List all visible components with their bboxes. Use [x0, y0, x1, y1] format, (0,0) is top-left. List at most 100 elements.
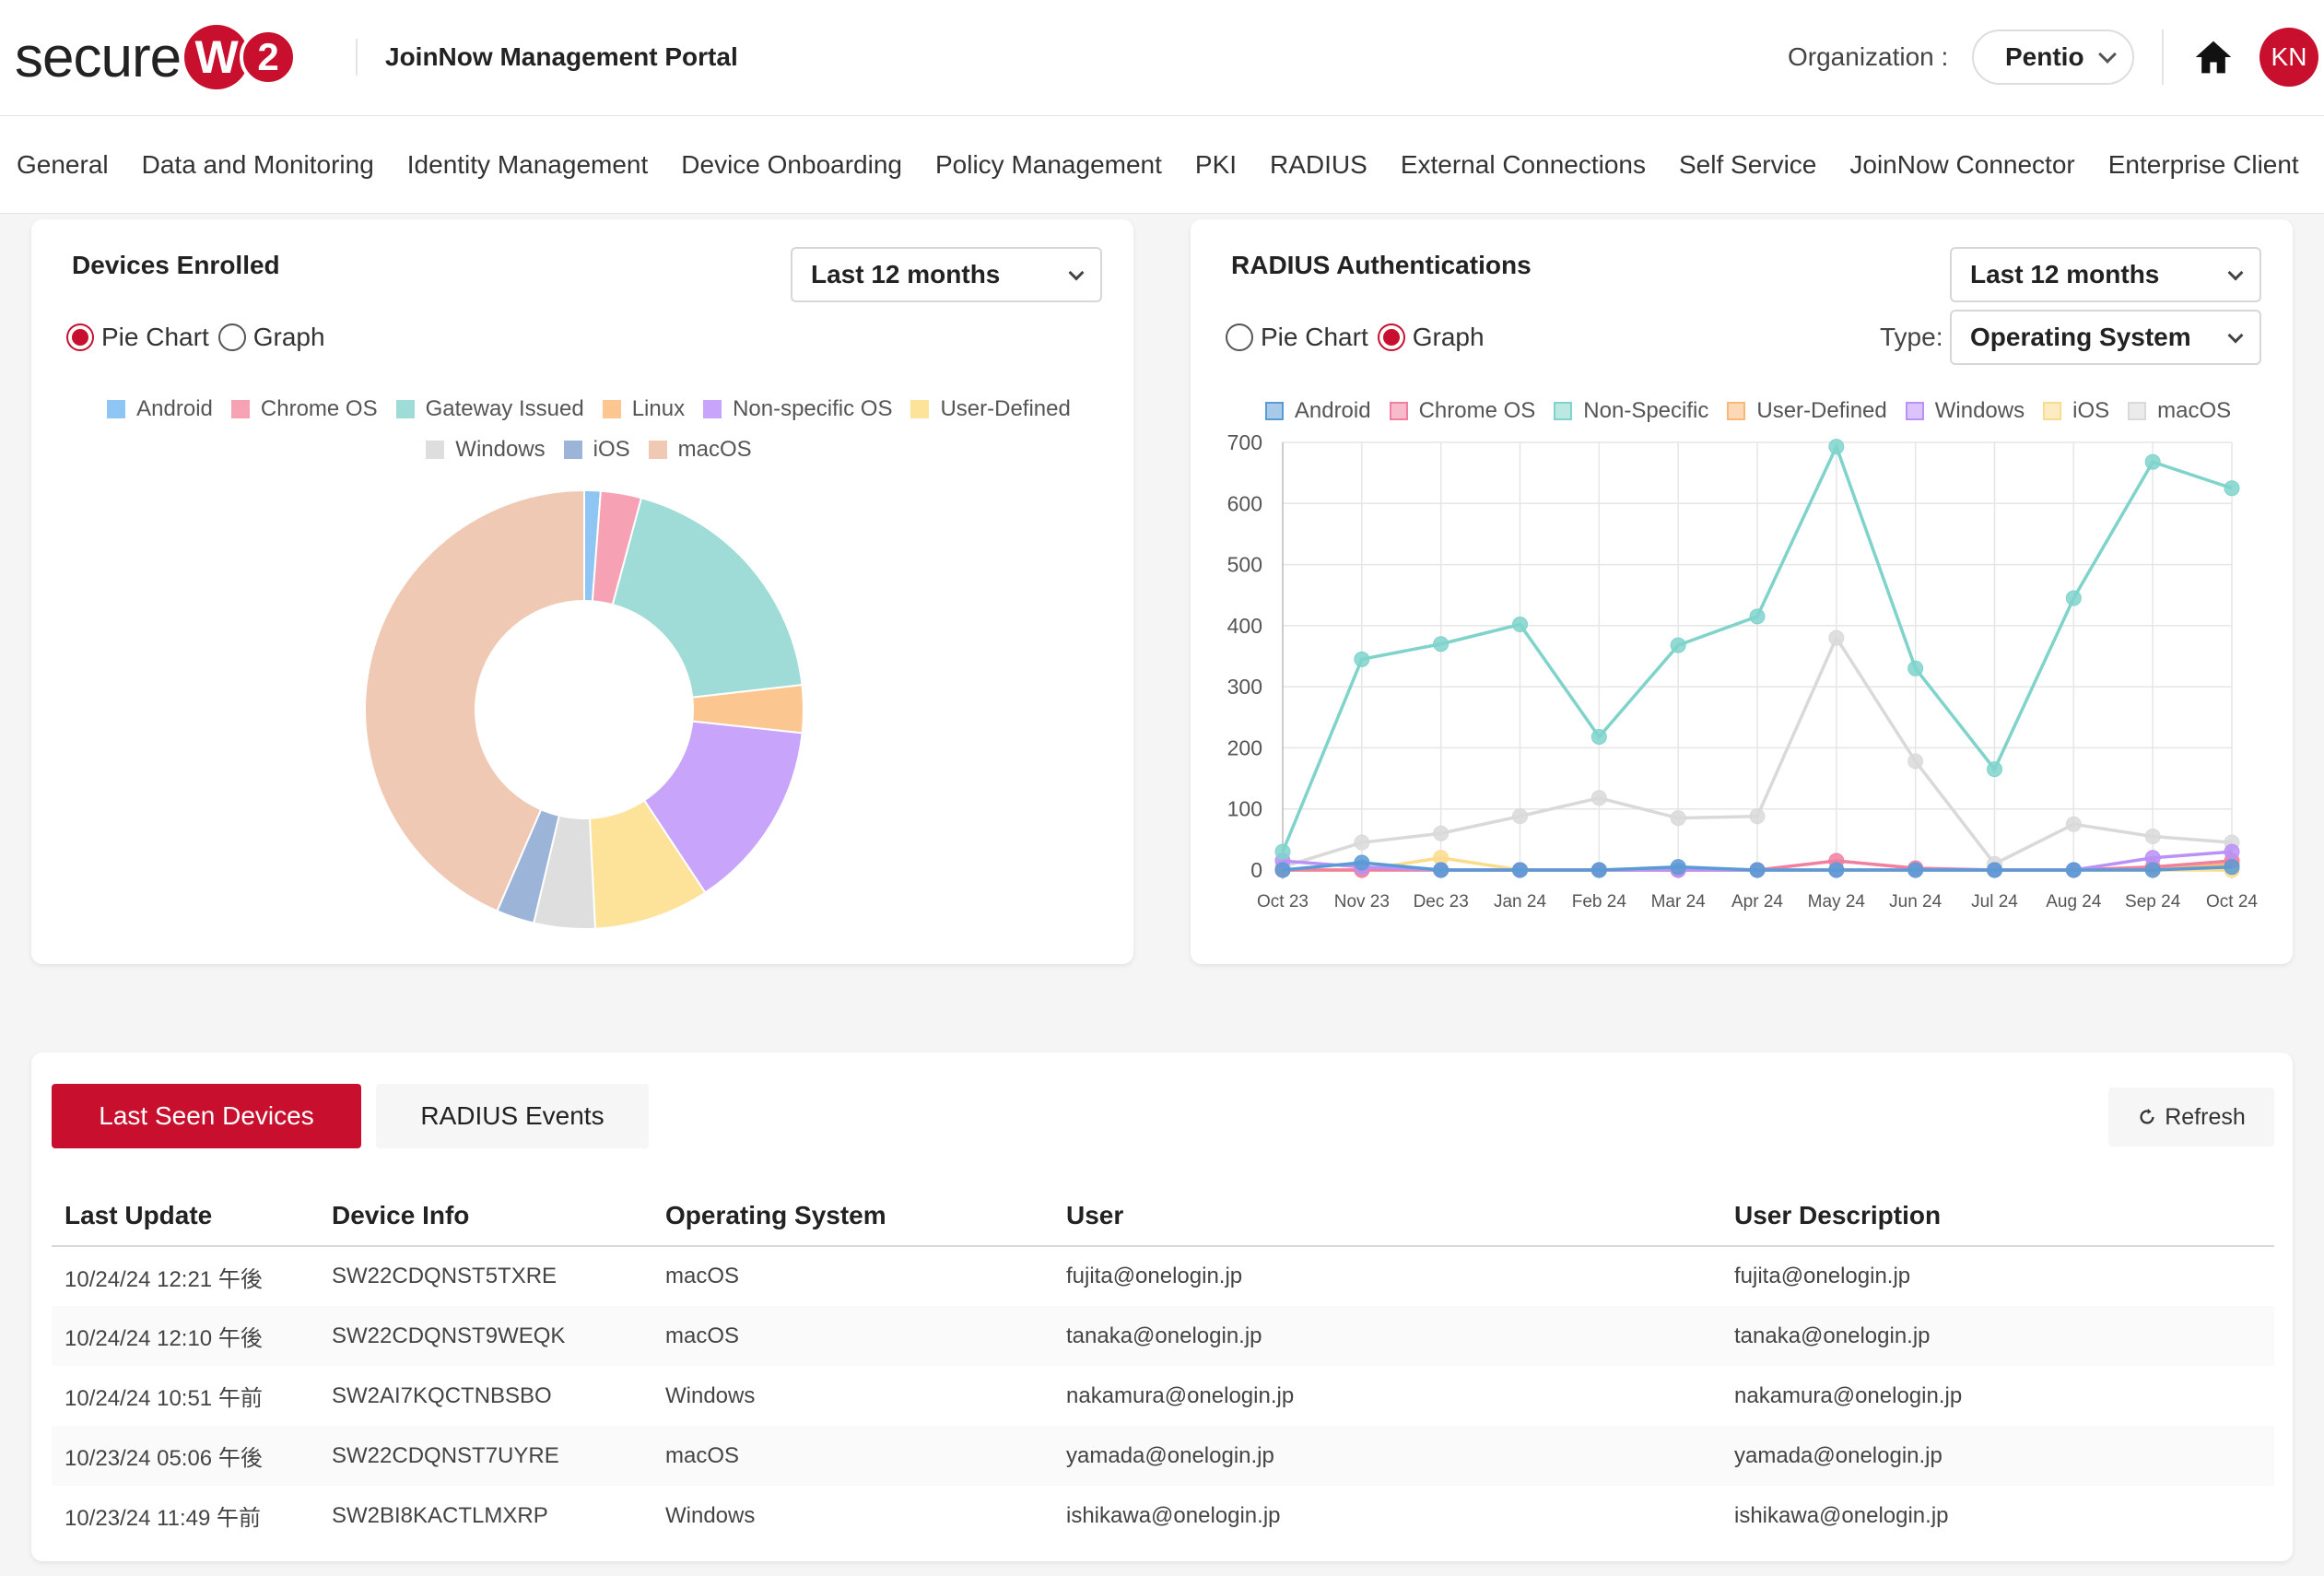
column-header[interactable]: Operating System: [652, 1185, 1053, 1247]
donut-slice-macos[interactable]: [364, 488, 585, 912]
table-row[interactable]: 10/24/24 10:51 午前 SW2AI7KQCTNBSBO Windows n…: [52, 1366, 2274, 1426]
tab-last-seen-devices[interactable]: Last Seen Devices: [52, 1084, 361, 1148]
table-row[interactable]: 10/23/24 11:49 午前 SW2BI8KACTLMXRP Windows i…: [52, 1486, 2274, 1546]
legend-item[interactable]: Gateway Issued: [395, 396, 584, 422]
nav-item-policy-management[interactable]: Policy Management: [934, 149, 1162, 179]
refresh-button[interactable]: Refresh: [2108, 1088, 2274, 1147]
data-point[interactable]: [1354, 854, 1370, 871]
data-point[interactable]: [2065, 816, 2082, 832]
data-point[interactable]: [1987, 761, 2002, 778]
securew2-logo[interactable]: secure W 2: [15, 22, 298, 92]
data-point[interactable]: [1828, 862, 1845, 878]
y-tick-label: 400: [1227, 614, 1262, 638]
nav-item-pki[interactable]: PKI: [1194, 149, 1238, 179]
devices-range-select[interactable]: Last 12 months: [791, 247, 1102, 302]
table-row[interactable]: 10/23/24 05:06 午後 SW22CDQNST7UYRE macOS yam…: [52, 1426, 2274, 1486]
legend-item[interactable]: Chrome OS: [230, 396, 378, 422]
nav-item-joinnow-connector[interactable]: JoinNow Connector: [1849, 149, 2075, 179]
data-point[interactable]: [2144, 829, 2161, 845]
donut-slice-gateway-issued[interactable]: [611, 497, 804, 699]
type-value: Operating System: [1970, 323, 2191, 351]
tab-radius-events[interactable]: RADIUS Events: [376, 1084, 649, 1148]
data-point[interactable]: [1354, 834, 1370, 851]
data-point[interactable]: [1670, 859, 1686, 876]
nav-item-data-and-monitoring[interactable]: Data and Monitoring: [141, 149, 374, 179]
data-point[interactable]: [1354, 651, 1370, 667]
radio-pie-chart[interactable]: [1226, 323, 1253, 351]
nav-item-general[interactable]: General: [17, 149, 109, 179]
legend-item[interactable]: Windows: [1905, 398, 2025, 424]
legend-item[interactable]: iOS: [2043, 398, 2109, 424]
legend-item[interactable]: Windows: [426, 437, 546, 463]
legend-item[interactable]: iOS: [563, 437, 630, 463]
legend-swatch: [1727, 402, 1746, 420]
radio-graph[interactable]: [217, 323, 246, 351]
data-point[interactable]: [2065, 862, 2082, 878]
nav-item-identity-management[interactable]: Identity Management: [406, 149, 649, 179]
data-point[interactable]: [1512, 862, 1528, 878]
x-tick-label: Apr 24: [1731, 892, 1783, 911]
legend-swatch: [2043, 402, 2062, 420]
radio-pie-chart[interactable]: [66, 323, 94, 351]
column-header[interactable]: User: [1053, 1185, 1721, 1247]
data-point[interactable]: [1987, 862, 2002, 878]
x-tick-label: Jul 24: [1971, 892, 2018, 911]
donut-slice-non-specific-os[interactable]: [642, 720, 804, 894]
legend-item[interactable]: Non-Specific: [1554, 398, 1708, 424]
data-point[interactable]: [1907, 862, 1924, 878]
data-point[interactable]: [1670, 810, 1686, 827]
legend-item[interactable]: macOS: [2128, 398, 2231, 424]
table-cell: yamada@onelogin.jp: [1053, 1426, 1721, 1486]
data-point[interactable]: [1828, 439, 1845, 455]
data-point[interactable]: [2144, 453, 2161, 470]
radius-range-select[interactable]: Last 12 months: [1950, 247, 2261, 302]
legend-swatch: [107, 400, 126, 418]
type-select[interactable]: Operating System: [1950, 310, 2261, 365]
legend-item[interactable]: Linux: [602, 396, 685, 422]
column-header[interactable]: Last Update: [52, 1185, 319, 1247]
column-header[interactable]: Device Info: [319, 1185, 652, 1247]
nav-item-enterprise-client[interactable]: Enterprise Client: [2107, 149, 2299, 179]
data-point[interactable]: [1433, 825, 1450, 841]
data-point[interactable]: [1749, 608, 1766, 625]
data-point[interactable]: [1274, 862, 1291, 878]
data-point[interactable]: [2144, 862, 2161, 878]
x-tick-label: Dec 23: [1414, 892, 1469, 911]
data-point[interactable]: [1590, 790, 1607, 806]
column-header[interactable]: User Description: [1721, 1185, 2274, 1247]
table-row[interactable]: 10/24/24 12:10 午後 SW22CDQNST9WEQK macOS tan…: [52, 1306, 2274, 1366]
legend-item[interactable]: Android: [107, 396, 213, 422]
table-row[interactable]: 10/24/24 12:21 午後 SW22CDQNST5TXRE macOS fuj…: [52, 1246, 2274, 1306]
data-point[interactable]: [2065, 590, 2082, 606]
organization-select[interactable]: Pentio: [1972, 29, 2134, 85]
data-point[interactable]: [2224, 859, 2240, 876]
legend-item[interactable]: User-Defined: [1727, 398, 1887, 424]
data-point[interactable]: [1433, 636, 1450, 653]
data-point[interactable]: [1828, 629, 1845, 646]
data-point[interactable]: [2224, 843, 2240, 860]
data-point[interactable]: [1274, 843, 1291, 860]
home-icon[interactable]: [2193, 37, 2234, 77]
legend-item[interactable]: Chrome OS: [1389, 398, 1535, 424]
data-point[interactable]: [1512, 808, 1528, 825]
data-point[interactable]: [2224, 480, 2240, 497]
data-point[interactable]: [1433, 862, 1450, 878]
nav-item-radius[interactable]: RADIUS: [1270, 149, 1367, 179]
data-point[interactable]: [1590, 728, 1607, 745]
data-point[interactable]: [1590, 862, 1607, 878]
data-point[interactable]: [1670, 637, 1686, 653]
radio-graph[interactable]: [1377, 323, 1405, 351]
avatar[interactable]: KN: [2259, 28, 2318, 87]
nav-item-self-service[interactable]: Self Service: [1678, 149, 1817, 179]
legend-item[interactable]: Non-specific OS: [703, 396, 892, 422]
legend-item[interactable]: Android: [1264, 398, 1371, 424]
data-point[interactable]: [1512, 617, 1528, 633]
data-point[interactable]: [1749, 808, 1766, 825]
data-point[interactable]: [1907, 753, 1924, 770]
legend-item[interactable]: User-Defined: [910, 396, 1071, 422]
legend-item[interactable]: macOS: [648, 437, 752, 463]
nav-item-external-connections[interactable]: External Connections: [1400, 149, 1646, 179]
data-point[interactable]: [1907, 660, 1924, 676]
data-point[interactable]: [1749, 862, 1766, 878]
nav-item-device-onboarding[interactable]: Device Onboarding: [681, 149, 902, 179]
